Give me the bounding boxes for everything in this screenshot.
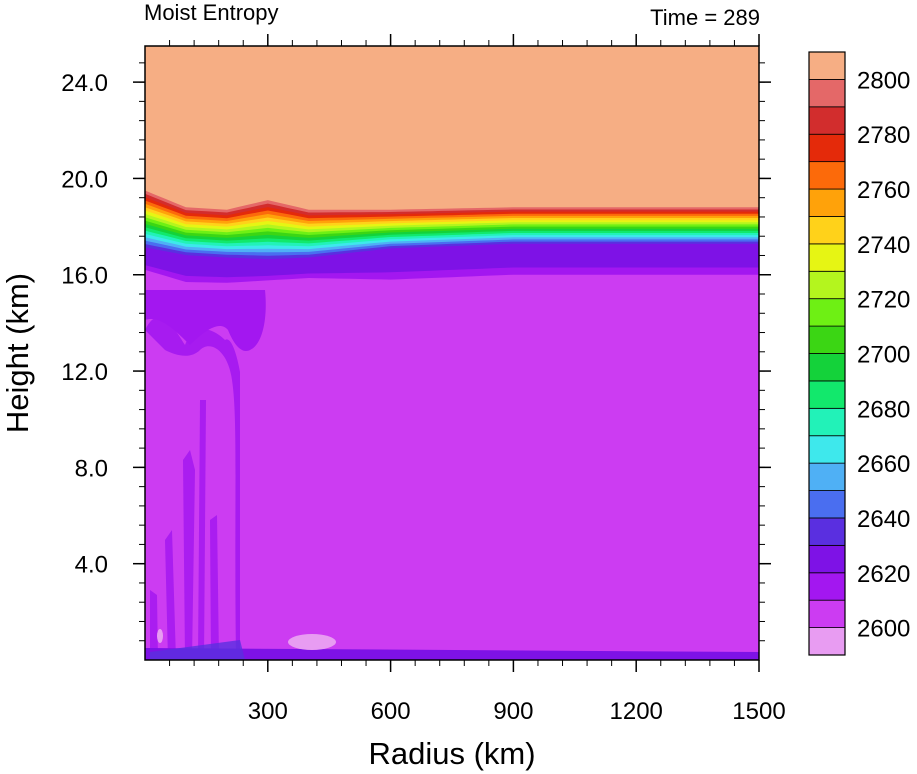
colorbar-tick-label: 2740: [857, 232, 910, 259]
colorbar-swatch: [808, 325, 846, 354]
chart-title: Moist Entropy: [144, 0, 279, 25]
colorbar-tick-label: 2760: [857, 177, 910, 204]
colorbar-swatch: [808, 599, 846, 628]
y-axis: 4.0 8.0 12.0 16.0 20.0 24.0: [61, 62, 771, 642]
colorbar-swatch: [808, 243, 846, 272]
colorbar-frame: [808, 51, 846, 656]
y-axis-label: Height (km): [0, 273, 35, 433]
colorbar-swatch: [808, 188, 846, 217]
surface-low-entropy-spot: [157, 629, 163, 643]
colorbar-swatch: [808, 133, 846, 163]
colorbar-tick-label: 2720: [857, 287, 910, 314]
x-tick-label: 900: [493, 698, 533, 725]
core-updraft-region: [145, 317, 240, 660]
y-tick-label: 12.0: [61, 359, 108, 386]
colorbar-tick-label: 2800: [857, 67, 910, 94]
colorbar-swatch: [808, 298, 846, 327]
colorbar-swatch: [808, 270, 846, 300]
plume-1: [198, 400, 206, 660]
colorbar: 2600 2620 2640 2660 2680 2700 2720 2740 2760 2780…: [808, 51, 910, 656]
surface-layer: [145, 648, 759, 660]
colorbar-swatch: [808, 544, 846, 574]
y-tick-label: 16.0: [61, 263, 108, 290]
plume-2: [183, 450, 195, 660]
colorbar-tick-label: 2620: [857, 561, 910, 588]
surface-inner-core: [150, 640, 245, 660]
x-tick-label: 1500: [732, 698, 785, 725]
y-tick-label: 4.0: [75, 552, 108, 579]
colorbar-swatch: [808, 517, 846, 546]
plume-3: [165, 530, 176, 660]
colorbar-tick-label: 2600: [857, 616, 910, 643]
colorbar-tick-label: 2640: [857, 506, 910, 533]
y-tick-label: 8.0: [75, 455, 108, 482]
x-axis-label: Radius (km): [368, 736, 535, 771]
entropy-bands: [145, 46, 759, 660]
colorbar-swatch: [808, 380, 846, 409]
colorbar-swatch: [808, 490, 846, 519]
y-tick-label: 20.0: [61, 166, 108, 193]
plume-4: [150, 590, 158, 660]
colorbar-tick-label: 2660: [857, 451, 910, 478]
entropy-features: [145, 290, 759, 660]
x-tick-label: 600: [371, 698, 411, 725]
outflow-region: [145, 290, 266, 351]
x-tick-label: 300: [248, 698, 288, 725]
x-axis: 300 600 900 1200 1500: [169, 34, 786, 725]
colorbar-swatch: [808, 462, 846, 491]
colorbar-swatch: [808, 572, 846, 601]
colorbar-tick-label: 2700: [857, 342, 910, 369]
colorbar-tick-label: 2780: [857, 122, 910, 149]
y-tick-label: 24.0: [61, 70, 108, 97]
band-lower-troposphere: [145, 274, 759, 660]
plot-area: [145, 46, 759, 660]
plot-frame: [144, 45, 760, 661]
colorbar-swatch: [808, 353, 846, 382]
colorbar-swatch: [808, 106, 846, 135]
colorbar-swatch: [808, 435, 846, 464]
x-tick-label: 1200: [610, 698, 663, 725]
colorbar-tick-label: 2680: [857, 396, 910, 423]
colorbar-swatch: [808, 407, 846, 437]
colorbar-swatch: [808, 161, 846, 190]
surface-low-entropy-patch: [288, 634, 336, 650]
colorbar-swatch: [808, 216, 846, 245]
plume-5: [210, 515, 219, 660]
colorbar-swatch: [808, 627, 846, 656]
colorbar-swatch: [808, 51, 846, 80]
colorbar-swatch: [808, 79, 846, 108]
chart-time: Time = 289: [650, 5, 760, 30]
